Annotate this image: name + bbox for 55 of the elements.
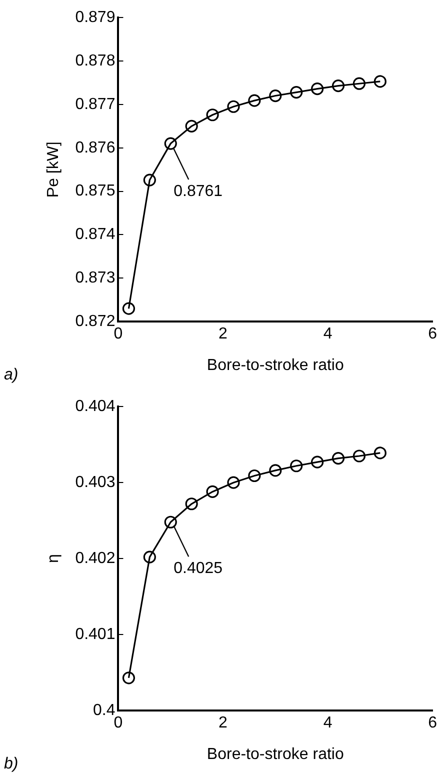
y-tick-label: 0.876 (75, 139, 116, 156)
point (227, 100, 240, 113)
y-tick-label: 0.403 (75, 474, 116, 492)
point (311, 82, 324, 96)
point (122, 302, 136, 315)
y-tick-label: 0.878 (75, 52, 116, 70)
point (332, 452, 345, 465)
point (227, 476, 240, 489)
y-axis-title: η (45, 554, 62, 564)
x-tick-label: 0 (114, 326, 123, 343)
y-tick-label: 0.4 (92, 702, 116, 720)
point (290, 86, 303, 99)
x-axis-title: Bore-to-stroke ratio (206, 746, 344, 763)
x-tick-label: 6 (428, 326, 438, 343)
point (311, 456, 324, 468)
point (290, 460, 303, 472)
y-tick-label: 0.873 (75, 270, 116, 287)
point (143, 550, 156, 564)
point (248, 94, 261, 107)
x-tick-label: 4 (323, 714, 332, 732)
point (374, 75, 386, 88)
x-tick-label: 2 (218, 714, 228, 732)
x-axis-title: Bore-to-stroke ratio (206, 356, 344, 374)
point (122, 672, 136, 684)
y-axis-title: Pe [kW] (45, 142, 62, 198)
point (352, 77, 366, 90)
point (269, 89, 282, 102)
text: a) (4, 366, 18, 384)
y-tick-label: 0.877 (75, 96, 116, 113)
y-tick-label: 0.872 (75, 313, 116, 330)
y-tick-label: 0.874 (75, 226, 116, 244)
point (374, 446, 386, 460)
y-tick-label: 0.879 (75, 9, 116, 26)
x-tick-label: 6 (428, 714, 438, 732)
point (206, 485, 219, 498)
text: b) (4, 755, 18, 772)
x-tick-label: 2 (218, 326, 228, 343)
point (164, 516, 177, 528)
x-tick-label: 4 (323, 326, 332, 343)
y-tick-label: 0.404 (75, 398, 116, 416)
point (352, 450, 366, 462)
point (332, 79, 345, 92)
y-tick-label: 0.401 (75, 626, 116, 644)
x-tick-label: 0 (114, 714, 123, 732)
point (164, 137, 177, 150)
point (248, 469, 261, 482)
point (206, 108, 219, 122)
point (185, 120, 198, 132)
annotation: 0.4025 (174, 560, 223, 578)
point (185, 498, 198, 510)
y-tick-label: 0.875 (75, 182, 116, 200)
y-tick-label: 0.402 (75, 550, 116, 568)
point (269, 464, 282, 477)
annotation: 0.8761 (174, 182, 223, 200)
point (143, 174, 156, 186)
